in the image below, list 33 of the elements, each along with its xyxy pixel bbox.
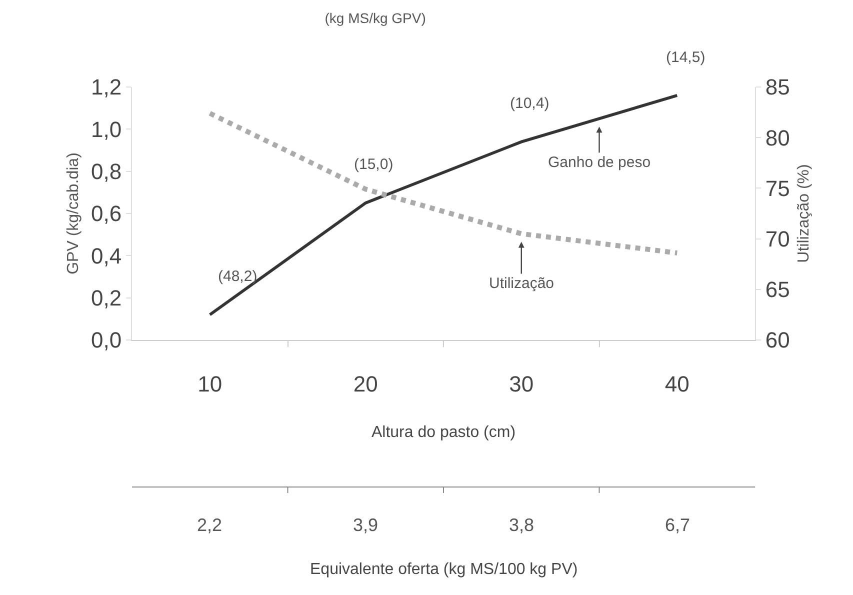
text: 3,9 <box>353 515 378 535</box>
annotation: (48,2) <box>218 268 258 285</box>
x-tick-label: 10 <box>198 371 222 396</box>
y2-tick-label: 70 <box>765 226 790 252</box>
y-tick-label: 1,0 <box>91 116 122 142</box>
y2-tick-label: 60 <box>765 328 790 353</box>
y-tick-label: 0,4 <box>91 243 122 268</box>
y2-tick-label: 75 <box>765 176 790 201</box>
annotation: (14,5) <box>666 49 706 66</box>
y-tick-label: 0,2 <box>91 286 122 311</box>
y2-axis-title: Utilização (%) <box>796 164 813 263</box>
y-tick-label: 1,2 <box>91 74 122 100</box>
x-tick-label: 20 <box>353 371 378 396</box>
y2-tick-label: 65 <box>765 277 790 302</box>
y-axis-title: GPV (kg/cab.dia) <box>64 152 82 274</box>
text: Utilização <box>489 275 554 292</box>
text: 2,2 <box>197 515 222 535</box>
y2-tick-label: 85 <box>765 74 790 100</box>
line-series <box>208 94 679 316</box>
y-tick-label: 0,0 <box>91 328 122 353</box>
y-tick-label: 0,6 <box>91 201 122 226</box>
annotation: (10,4) <box>510 95 550 112</box>
series-label: Ganho de peso <box>548 154 651 171</box>
x-tick-label: 30 <box>509 371 534 396</box>
y2-tick-label: 80 <box>765 125 790 150</box>
text: 3,8 <box>509 515 534 535</box>
text: 6,7 <box>665 515 690 535</box>
x-tick-label: 40 <box>664 371 690 396</box>
x-axis-title: Altura do pasto (cm) <box>371 424 516 442</box>
y-tick-label: 0,8 <box>91 159 122 184</box>
x2-axis-title: Equivalente oferta (kg MS/100 kg PV) <box>310 561 578 578</box>
chart-title: (kg MS/kg GPV) <box>324 10 426 26</box>
annotation: (15,0) <box>354 156 394 173</box>
